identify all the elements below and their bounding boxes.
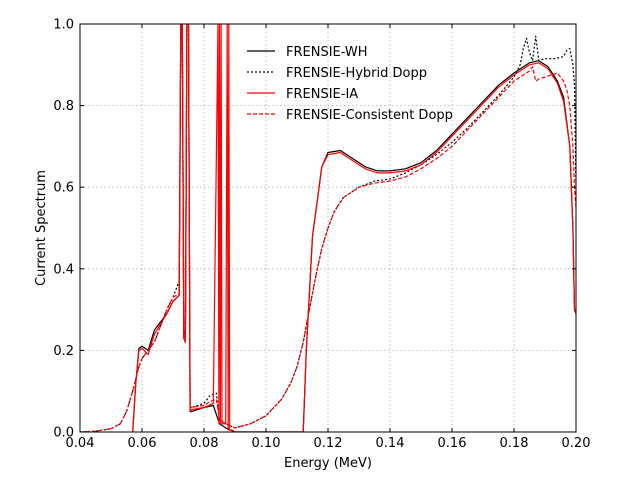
- plot-frame: [79, 23, 577, 433]
- y-tick-label: 1.0: [53, 18, 74, 33]
- x-tick-label: 0.08: [190, 436, 219, 451]
- x-tick-label: 0.14: [376, 436, 405, 451]
- x-tick-label: 0.06: [128, 436, 157, 451]
- series-line-1: [80, 24, 576, 432]
- y-tick-label: 0.8: [53, 99, 74, 114]
- x-tick-label: 0.20: [562, 436, 591, 451]
- legend-label-1: FRENSIE-Hybrid Dopp: [286, 66, 427, 81]
- x-tick-label: 0.12: [314, 436, 343, 451]
- y-tick-label: 0.2: [53, 344, 74, 359]
- series-layer: [80, 24, 576, 432]
- y-tick-label: 0.0: [53, 426, 74, 441]
- y-axis-label: Current Spectrum: [34, 170, 49, 286]
- series-line-3: [80, 24, 576, 432]
- x-tick-label: 0.16: [438, 436, 467, 451]
- x-tick-label: 0.18: [500, 436, 529, 451]
- y-tick-label: 0.6: [53, 181, 74, 196]
- x-axis-label: Energy (MeV): [284, 456, 372, 471]
- axis-ticks: 0.04 0.06 0.08 0.10 0.12 0.14 0.16 0.18 0.20 0.0 0…: [53, 18, 590, 452]
- series-line-2: [132, 24, 576, 432]
- legend-label-2: FRENSIE-IA: [286, 87, 358, 102]
- x-tick-label: 0.10: [252, 436, 281, 451]
- y-tick-label: 0.4: [53, 262, 74, 277]
- legend-label-3: FRENSIE-Consistent Dopp: [286, 108, 453, 123]
- legend: FRENSIE-WH FRENSIE-Hybrid Dopp FRENSIE-IA F…: [247, 45, 453, 123]
- legend-label-0: FRENSIE-WH: [286, 45, 368, 60]
- x-tick-label: 0.04: [66, 436, 95, 451]
